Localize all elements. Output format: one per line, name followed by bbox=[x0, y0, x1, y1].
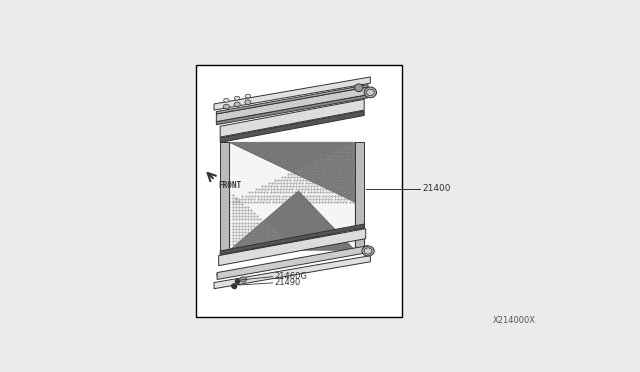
Ellipse shape bbox=[245, 94, 251, 98]
Ellipse shape bbox=[223, 99, 229, 102]
Text: 21490: 21490 bbox=[274, 278, 300, 288]
Ellipse shape bbox=[240, 277, 247, 282]
Polygon shape bbox=[220, 142, 230, 250]
Ellipse shape bbox=[362, 246, 374, 256]
Polygon shape bbox=[217, 246, 368, 279]
Polygon shape bbox=[219, 229, 365, 266]
Polygon shape bbox=[216, 95, 368, 125]
Polygon shape bbox=[230, 142, 355, 202]
Polygon shape bbox=[220, 99, 364, 137]
Ellipse shape bbox=[364, 248, 372, 254]
Polygon shape bbox=[216, 85, 368, 114]
Ellipse shape bbox=[234, 96, 240, 100]
Polygon shape bbox=[355, 142, 364, 250]
Ellipse shape bbox=[364, 87, 376, 98]
Ellipse shape bbox=[234, 102, 240, 107]
Polygon shape bbox=[230, 142, 355, 250]
Bar bbox=[196, 65, 402, 317]
Polygon shape bbox=[214, 77, 371, 110]
Ellipse shape bbox=[367, 89, 374, 96]
Polygon shape bbox=[230, 191, 355, 250]
Polygon shape bbox=[216, 87, 368, 122]
Polygon shape bbox=[220, 224, 364, 255]
Polygon shape bbox=[220, 111, 364, 142]
Polygon shape bbox=[217, 246, 368, 276]
Ellipse shape bbox=[232, 283, 237, 288]
Text: 21400: 21400 bbox=[422, 184, 451, 193]
Ellipse shape bbox=[355, 84, 363, 92]
Text: X214000X: X214000X bbox=[493, 316, 536, 325]
Text: 21460G: 21460G bbox=[274, 272, 307, 281]
Ellipse shape bbox=[223, 104, 230, 109]
Text: FRONT: FRONT bbox=[218, 181, 241, 190]
Ellipse shape bbox=[245, 100, 251, 105]
Polygon shape bbox=[214, 256, 371, 289]
